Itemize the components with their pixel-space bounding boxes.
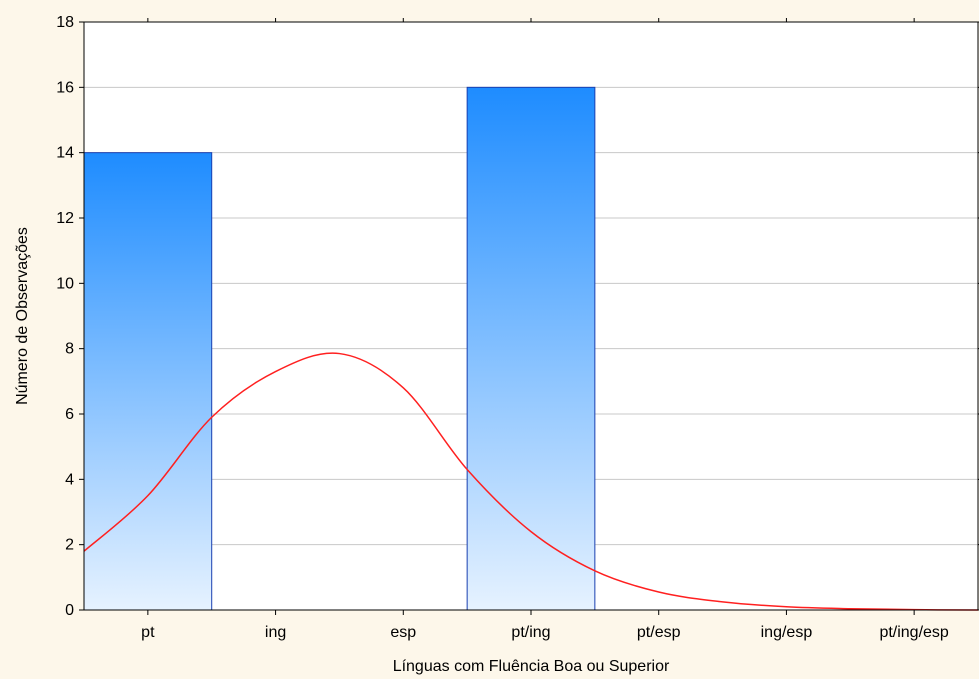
x-tick-label: pt/ing: [511, 624, 550, 641]
x-tick-label: pt/esp: [637, 624, 681, 641]
x-axis-title: Línguas com Fluência Boa ou Superior: [393, 658, 670, 675]
bars: [83, 86, 596, 611]
y-tick-label: 16: [56, 79, 74, 96]
fitted-curve: [83, 352, 979, 611]
x-tick-label: ing/esp: [761, 624, 813, 641]
y-tick-label: 4: [65, 471, 74, 488]
y-tick-label: 10: [56, 275, 74, 292]
x-tick-label: pt: [141, 624, 155, 641]
x-tick-label: esp: [390, 624, 416, 641]
x-tick-label: ing: [265, 624, 286, 641]
y-axis-ticks: 0 2 4 6 8 10 12 14 16 18: [56, 14, 979, 619]
x-axis-ticks: pt ing esp pt/ing pt/esp ing/esp pt/ing/esp: [141, 18, 949, 641]
y-tick-label: 14: [56, 145, 74, 162]
y-tick-label: 2: [65, 537, 74, 554]
y-axis-title: Número de Observações: [14, 227, 31, 405]
y-tick-label: 0: [65, 602, 74, 619]
bar-pt-ing: [466, 86, 596, 611]
bar-pt: [83, 152, 213, 611]
x-tick-label: pt/ing/esp: [879, 624, 948, 641]
y-tick-label: 6: [65, 406, 74, 423]
y-tick-label: 12: [56, 210, 74, 227]
y-tick-label: 18: [56, 14, 74, 31]
y-tick-label: 8: [65, 341, 74, 358]
